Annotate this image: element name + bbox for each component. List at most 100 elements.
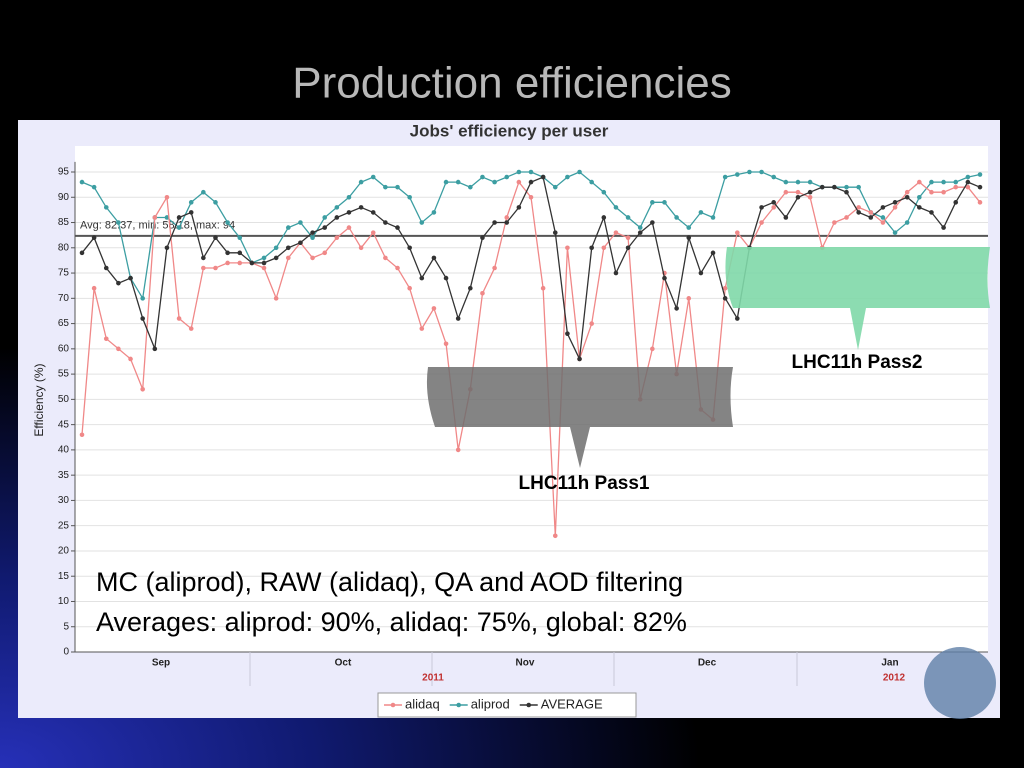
point — [662, 275, 667, 281]
point — [310, 235, 315, 240]
point — [443, 179, 449, 185]
slide-title: Production efficiencies — [292, 59, 731, 108]
point — [540, 285, 546, 291]
y-tick-label: 35 — [58, 470, 70, 481]
point — [419, 275, 425, 281]
legend-items: alidaq aliprod AVERAGE — [384, 696, 603, 711]
point — [880, 205, 886, 210]
point — [91, 235, 97, 240]
point — [310, 230, 315, 235]
point — [904, 189, 910, 195]
legend-dot — [456, 702, 462, 708]
point — [601, 189, 607, 195]
x-tick-label: Dec — [698, 658, 717, 669]
y-tick-label: 20 — [58, 546, 70, 557]
pass1-callout — [426, 367, 733, 468]
point — [249, 260, 255, 266]
point — [468, 285, 473, 291]
point — [795, 179, 801, 185]
point — [807, 194, 813, 200]
point — [941, 179, 946, 185]
point — [383, 184, 388, 190]
point — [298, 240, 303, 246]
point — [637, 225, 643, 230]
y-tick-label: 45 — [58, 419, 70, 430]
point — [904, 194, 910, 200]
point — [977, 184, 983, 190]
point — [419, 326, 425, 331]
point — [577, 356, 582, 362]
point — [722, 174, 728, 180]
y-tick-label: 85 — [58, 217, 70, 228]
point — [480, 174, 485, 180]
point — [856, 184, 861, 190]
point — [771, 174, 777, 180]
year-label: 2012 — [883, 673, 906, 684]
point — [516, 205, 522, 210]
point — [176, 316, 182, 321]
point — [407, 245, 412, 251]
point — [261, 260, 267, 266]
point — [880, 215, 886, 220]
point — [285, 225, 291, 230]
point — [455, 447, 461, 453]
point — [904, 220, 910, 225]
point — [346, 194, 352, 200]
point — [759, 169, 764, 175]
legend-dot — [390, 702, 396, 708]
point — [734, 316, 740, 321]
point — [273, 296, 279, 301]
point — [285, 255, 291, 261]
point — [237, 260, 243, 266]
point — [795, 194, 801, 200]
point — [710, 250, 716, 256]
point — [225, 260, 230, 266]
point — [844, 189, 849, 195]
y-tick-label: 70 — [58, 293, 70, 304]
point — [844, 184, 849, 190]
point — [734, 172, 740, 177]
point — [201, 189, 206, 195]
point — [929, 189, 934, 195]
annotation: LHC11h Pass2 — [792, 352, 923, 373]
point — [722, 285, 728, 291]
point — [953, 179, 959, 185]
point — [637, 230, 643, 235]
point — [358, 205, 364, 210]
point — [128, 275, 133, 281]
point — [856, 210, 861, 215]
point — [504, 215, 510, 220]
point — [844, 215, 849, 220]
point — [528, 194, 534, 200]
y-tick-label: 5 — [63, 621, 69, 632]
point — [625, 245, 631, 251]
y-tick-label: 95 — [58, 167, 70, 178]
point — [601, 215, 607, 220]
point — [128, 356, 133, 362]
point — [322, 250, 328, 256]
point — [565, 174, 570, 180]
point — [273, 255, 279, 261]
legend — [377, 692, 637, 718]
grid: 0 5 10 15 20 25 30 35 40 45 50 55 60 65 70 75 80 85 90 95 Se… — [58, 161, 988, 686]
pass2-callout — [725, 247, 990, 350]
point — [298, 220, 303, 225]
chart-title: Jobs' efficiency per user — [410, 121, 609, 140]
point — [261, 255, 267, 261]
point — [407, 194, 412, 200]
point — [953, 184, 959, 190]
point — [201, 255, 206, 261]
point — [116, 346, 121, 352]
point — [79, 432, 85, 438]
point — [565, 245, 570, 251]
point — [698, 210, 704, 215]
point — [370, 174, 376, 180]
point — [358, 179, 364, 185]
point — [577, 169, 582, 175]
point — [395, 225, 400, 230]
legend-dot — [526, 702, 532, 708]
point — [91, 184, 97, 190]
point — [213, 200, 218, 205]
point — [674, 306, 679, 311]
year-label: 2011 — [422, 673, 444, 684]
